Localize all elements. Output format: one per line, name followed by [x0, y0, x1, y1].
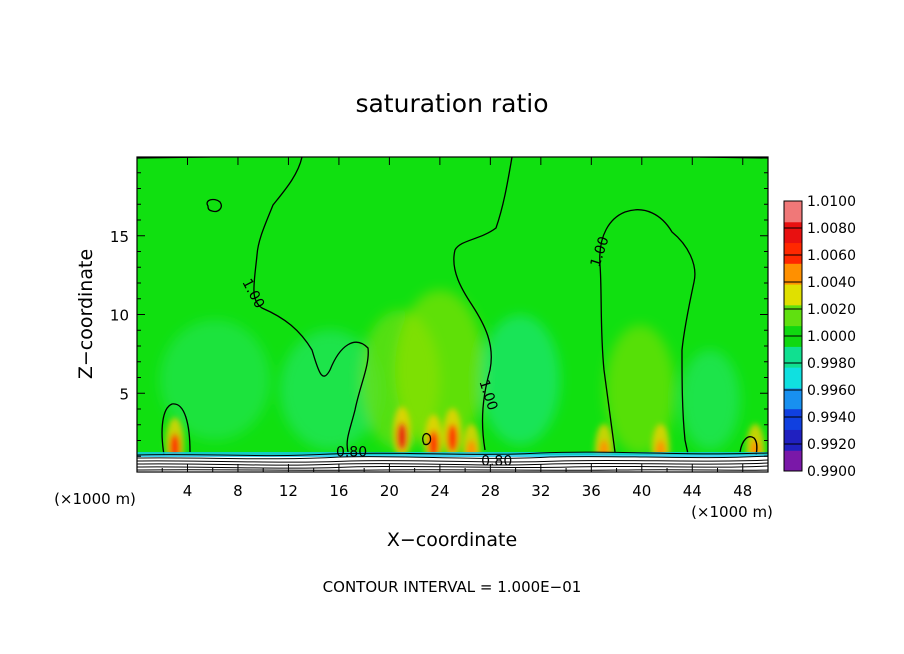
contour-line: [739, 436, 758, 457]
shade-patch: [395, 290, 485, 450]
plot-area: [137, 157, 768, 472]
x-tick-label: 28: [481, 482, 500, 500]
shade-patch: [160, 320, 270, 440]
colorbar-swatch: [784, 429, 802, 451]
x-tick-label: 32: [531, 482, 550, 500]
ground-contour: [137, 465, 768, 469]
ground-contour: [137, 451, 768, 457]
y-tick-label: 10: [110, 307, 129, 325]
contour-label: 0.80: [481, 454, 512, 470]
colorbar-label: 1.0060: [807, 248, 856, 264]
colorbar-swatch: [784, 450, 802, 472]
x-tick-label: 40: [632, 482, 651, 500]
x-tick-label: 12: [279, 482, 298, 500]
ground-contours: [137, 451, 768, 471]
x-tick-label: 16: [329, 482, 348, 500]
shade-patch: [280, 330, 380, 450]
shade-patch: [605, 325, 675, 455]
contour-line: [422, 432, 432, 446]
colorbar-swatch: [784, 263, 802, 285]
contour-line: [206, 198, 222, 213]
colorbar-label: 0.9940: [807, 410, 856, 426]
x-tick-label: 4: [183, 482, 193, 500]
x-tick-label: 24: [430, 482, 449, 500]
colorbar-label: 1.0100: [807, 194, 856, 210]
hotspot: [428, 430, 439, 459]
hotspot: [397, 422, 408, 451]
x-unit-right: (×1000 m): [691, 503, 773, 521]
x-tick-label: 20: [380, 482, 399, 500]
contour-interval-footer: CONTOUR INTERVAL = 1.000E−01: [323, 578, 582, 596]
colorbar-label: 1.0080: [807, 221, 856, 237]
contour-label: 0.80: [336, 444, 367, 460]
ground-contour: [137, 455, 768, 460]
x-tick-label: 44: [683, 482, 702, 500]
colorbar-swatch: [784, 367, 802, 389]
colorbar-swatch: [784, 304, 802, 327]
contour-line: [599, 209, 696, 455]
contour-line: [161, 403, 191, 456]
colorbar-label: 0.9920: [807, 437, 856, 453]
colorbar-swatch: [784, 408, 802, 430]
colorbar-label: 1.0020: [807, 302, 856, 318]
colorbar-label: 0.9960: [807, 383, 856, 399]
x-tick-label: 8: [233, 482, 243, 500]
colorbar-label: 1.0040: [807, 275, 856, 291]
ground-contour: [137, 469, 768, 471]
hotspot: [447, 424, 458, 453]
field-shading: [160, 290, 740, 455]
colorbar-label: 0.9900: [807, 464, 856, 480]
ground-layer: [137, 451, 768, 472]
x-tick-label: 36: [582, 482, 601, 500]
y-tick-label: 5: [119, 385, 129, 403]
y-axis-label: Z−coordinate: [75, 249, 97, 379]
x-unit-left: (×1000 m): [54, 490, 136, 508]
colorbar-label: 0.9980: [807, 356, 856, 372]
x-axis-label: X−coordinate: [387, 529, 517, 551]
shade-patch: [680, 350, 740, 450]
chart-title: saturation ratio: [355, 89, 548, 118]
colorbar-swatch: [784, 201, 802, 223]
ground-contour: [137, 462, 768, 466]
colorbar-label: 1.0000: [807, 329, 856, 345]
colorbar-swatch: [784, 346, 802, 368]
colorbar-swatch: [784, 221, 802, 244]
y-tick-label: 15: [110, 228, 129, 246]
ground-contour: [137, 459, 768, 463]
colorbar-swatch: [784, 242, 802, 264]
colorbar: 1.0100 1.0080 1.0060 1.0040 1.0020 1.0000 0.99…: [783, 194, 856, 480]
contour-line: [453, 157, 513, 451]
shade-patch: [480, 315, 560, 445]
colorbar-swatch: [784, 387, 802, 410]
contour-line: [253, 157, 369, 453]
x-tick-label: 48: [733, 482, 752, 500]
colorbar-swatch: [784, 284, 802, 306]
